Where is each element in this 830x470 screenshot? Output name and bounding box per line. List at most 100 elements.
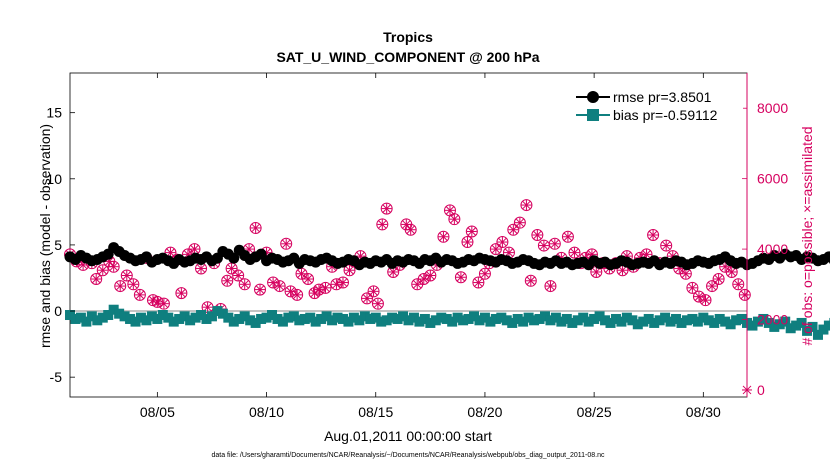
obs-assimilated-marker [497, 237, 508, 248]
obs-assimilated-marker [362, 293, 373, 304]
obs-assimilated-marker [196, 263, 207, 274]
obs-assimilated-marker [549, 238, 560, 249]
bias-point [556, 316, 567, 327]
obs-assimilated-marker [401, 219, 412, 230]
bias-point [201, 313, 212, 324]
obs-assimilated-marker [147, 295, 158, 306]
bias-point [638, 316, 649, 327]
obs-possible-marker [660, 239, 673, 252]
obs-assimilated-marker [320, 282, 331, 293]
obs-assimilated-marker [473, 277, 484, 288]
obs-possible-marker [120, 269, 133, 282]
obs-assimilated-marker [700, 295, 711, 306]
y-right-tick-label: 0 [757, 382, 765, 398]
x-tick-label: 08/05 [140, 404, 175, 420]
obs-assimilated-marker [292, 289, 303, 300]
bias-point [185, 315, 196, 326]
bias-point [228, 316, 239, 327]
bias-point [703, 315, 714, 326]
bias-point [436, 312, 447, 323]
obs-assimilated-marker [121, 270, 132, 281]
obs-possible-marker [376, 218, 389, 231]
obs-assimilated-marker [368, 286, 379, 297]
bias-point [119, 311, 130, 322]
bias-point [621, 312, 632, 323]
obs-possible-marker [302, 273, 315, 286]
obs-possible-marker [380, 202, 393, 215]
obs-assimilated-marker [337, 277, 348, 288]
y-right-tick-label: 6000 [757, 171, 788, 187]
obs-assimilated-marker [152, 296, 163, 307]
bias-point [490, 313, 501, 324]
bias-point [305, 312, 316, 323]
obs-assimilated-marker [91, 274, 102, 285]
bias-point [70, 313, 81, 324]
bias-point [600, 315, 611, 326]
obs-possible-marker [699, 294, 712, 307]
obs-possible-marker [465, 225, 478, 238]
obs-assimilated-marker [680, 268, 691, 279]
obs-assimilated-marker [239, 279, 250, 290]
obs-assimilated-marker [281, 238, 292, 249]
bias-point [550, 312, 561, 323]
obs-assimilated-marker [250, 222, 261, 233]
bias-point [316, 313, 327, 324]
bias-point [610, 313, 621, 324]
obs-assimilated-marker [226, 263, 237, 274]
bias-point [196, 310, 207, 321]
obs-possible-marker [284, 285, 297, 298]
rmse-point [823, 251, 830, 263]
bias-point [398, 311, 409, 322]
bias-point [692, 316, 703, 327]
bias-point [310, 316, 321, 327]
obs-assimilated-marker [202, 302, 213, 313]
bias-point [130, 316, 141, 327]
x-tick-label: 08/30 [686, 404, 721, 420]
bias-point [239, 311, 250, 322]
y-left-tick-label: 0 [54, 303, 62, 319]
obs-assimilated-marker [508, 224, 519, 235]
obs-assimilated-marker [490, 244, 501, 255]
bias-point [523, 312, 534, 323]
obs-assimilated-marker [128, 279, 139, 290]
bias-point [807, 321, 818, 332]
bias-point [387, 312, 398, 323]
obs-possible-marker [561, 230, 574, 243]
bias-point [179, 311, 190, 322]
obs-assimilated-marker [514, 217, 525, 228]
obs-assimilated-marker [274, 281, 285, 292]
obs-assimilated-marker [222, 275, 233, 286]
bias-point [671, 313, 682, 324]
obs-possible-marker [127, 278, 140, 291]
obs-possible-marker [706, 280, 719, 293]
bias-point [114, 308, 125, 319]
bias-point [190, 312, 201, 323]
obs-possible-marker [417, 273, 430, 286]
bias-point [681, 315, 692, 326]
obs-assimilated-marker [455, 272, 466, 283]
obs-possible-marker [273, 280, 286, 293]
obs-assimilated-marker [108, 261, 119, 272]
y-right-tick-label: 4000 [757, 241, 788, 257]
bias-point [529, 315, 540, 326]
obs-assimilated-marker [331, 279, 342, 290]
bias-point [583, 316, 594, 327]
bias-point [65, 310, 75, 321]
obs-possible-marker [548, 237, 561, 250]
obs-assimilated-marker [462, 237, 473, 248]
bias-point [234, 313, 245, 324]
bias-point [752, 316, 763, 327]
obs-assimilated-marker [545, 281, 556, 292]
obs-assimilated-marker [532, 230, 543, 240]
obs-assimilated-marker [661, 240, 672, 251]
bias-point [731, 315, 742, 326]
obs-possible-marker [496, 236, 509, 249]
bias-point [736, 313, 747, 324]
obs-possible-marker [647, 229, 660, 241]
bias-point [212, 306, 223, 317]
bias-point [572, 315, 583, 326]
obs-assimilated-marker [381, 203, 392, 214]
obs-possible-marker [478, 267, 491, 280]
obs-possible-marker [319, 281, 332, 294]
obs-assimilated-marker [617, 265, 628, 276]
